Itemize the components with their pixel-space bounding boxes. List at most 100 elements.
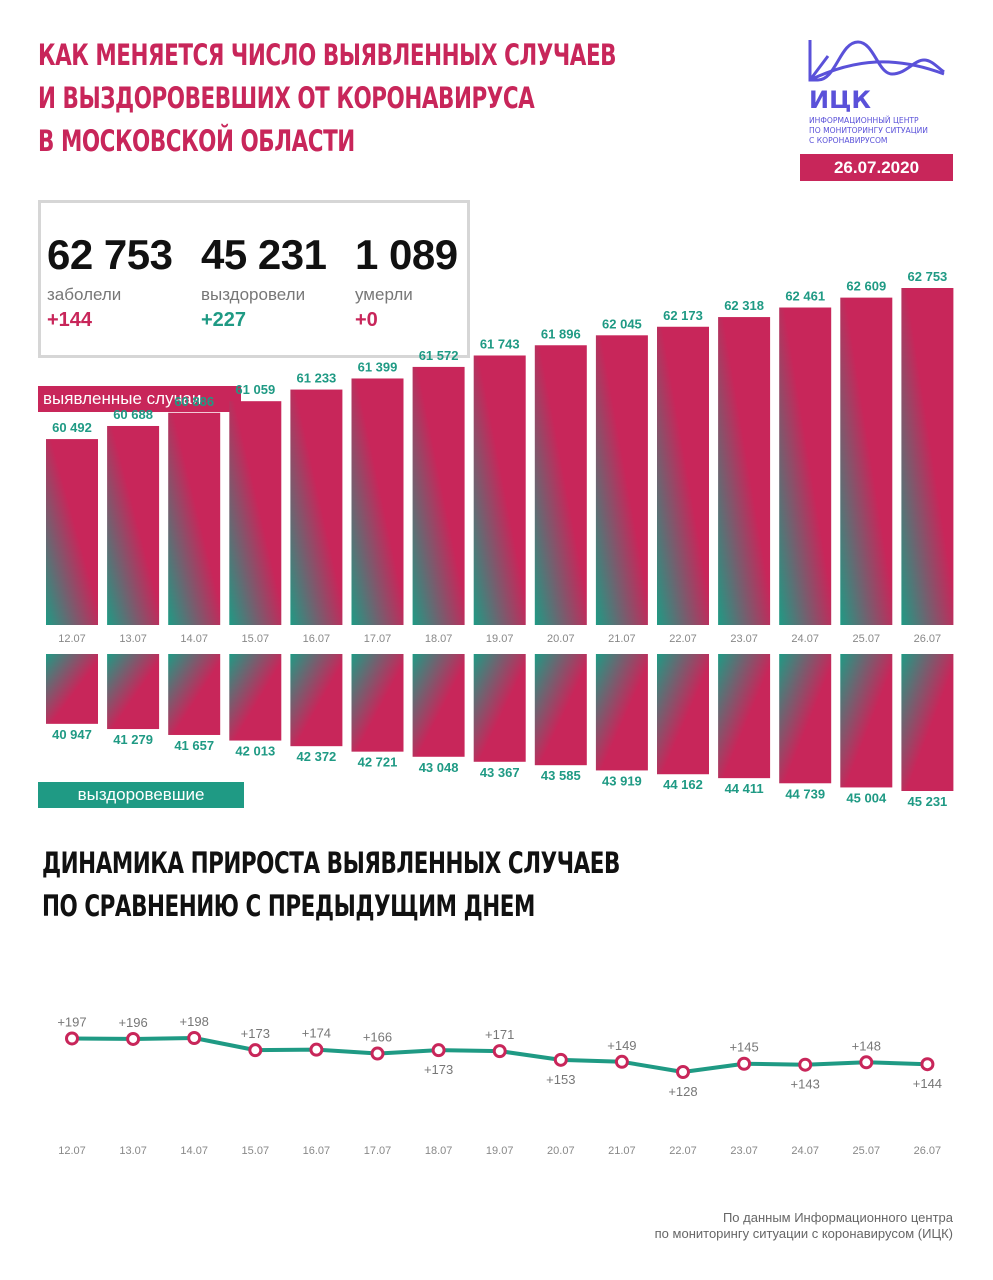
date-tick-label: 15.07 bbox=[242, 633, 270, 645]
cases-bar bbox=[718, 317, 771, 625]
growth-point-label: +145 bbox=[729, 1040, 758, 1055]
cases-bar bbox=[412, 366, 465, 625]
cases-bar bbox=[168, 412, 221, 625]
recovered-bar bbox=[840, 654, 893, 788]
cases-bar bbox=[229, 401, 282, 625]
growth-date-label: 19.07 bbox=[486, 1145, 514, 1157]
stat-died-value: 1 089 bbox=[355, 231, 458, 278]
title-line-2: И ВЫЗДОРОВЕВШИХ ОТ КОРОНАВИРУСА bbox=[38, 81, 535, 115]
growth-date-label: 21.07 bbox=[608, 1145, 636, 1157]
recovered-bar-chart: 40 947 41 279 41 657 42 013 42 372 42 721 43 0… bbox=[46, 654, 954, 809]
growth-point-label: +174 bbox=[302, 1026, 331, 1041]
cases-bar-label: 62 318 bbox=[724, 298, 764, 313]
recovered-bar bbox=[412, 654, 465, 757]
date-tick-label: 22.07 bbox=[669, 633, 697, 645]
recovered-bar-label: 43 585 bbox=[541, 768, 581, 783]
growth-point-label: +173 bbox=[241, 1026, 270, 1041]
cases-bar-label: 61 743 bbox=[480, 336, 520, 351]
cases-bar-label: 60 492 bbox=[52, 420, 92, 435]
recovered-bar bbox=[595, 654, 648, 771]
growth-point-label: +143 bbox=[791, 1077, 820, 1092]
stat-sick-value: 62 753 bbox=[47, 231, 173, 278]
recovered-bar-label: 45 231 bbox=[908, 794, 948, 809]
recovered-bar-label: 40 947 bbox=[52, 727, 92, 742]
cases-bar bbox=[107, 425, 160, 625]
growth-date-label: 15.07 bbox=[242, 1145, 270, 1157]
recovered-bar bbox=[901, 654, 954, 791]
recovered-bar bbox=[229, 654, 282, 741]
cases-bar-label: 61 399 bbox=[358, 359, 398, 374]
recovered-bar bbox=[290, 654, 343, 747]
recovered-bar-label: 43 919 bbox=[602, 773, 642, 788]
growth-date-label: 17.07 bbox=[364, 1145, 392, 1157]
cases-bar bbox=[351, 378, 404, 625]
growth-point bbox=[859, 1055, 874, 1070]
source-line: по мониторингу ситуации с коронавирусом … bbox=[654, 1226, 953, 1241]
logo-wave-icon bbox=[808, 40, 945, 82]
growth-point bbox=[798, 1057, 813, 1072]
growth-point-label: +197 bbox=[57, 1014, 86, 1029]
growth-point bbox=[492, 1044, 507, 1059]
growth-point bbox=[676, 1065, 690, 1079]
cases-bar bbox=[46, 439, 98, 625]
cases-bar-label: 62 045 bbox=[602, 316, 642, 331]
growth-chart-title: ДИНАМИКА ПРИРОСТА ВЫЯВЛЕННЫХ СЛУЧАЕВ ПО … bbox=[42, 842, 620, 928]
logo-description: ИНФОРМАЦИОННЫЙ ЦЕНТР ПО МОНИТОРИНГУ СИТУ… bbox=[809, 116, 959, 146]
recovered-bar-label: 42 013 bbox=[235, 744, 275, 759]
logo: ИЦК ИНФОРМАЦИОННЫЙ ЦЕНТР ПО МОНИТОРИНГУ … bbox=[806, 38, 956, 188]
growth-point-label: +149 bbox=[607, 1038, 636, 1053]
growth-point-label: +171 bbox=[485, 1027, 514, 1042]
cases-bar-label: 60 886 bbox=[174, 394, 214, 409]
recovered-bar-label: 44 411 bbox=[725, 781, 764, 796]
cases-bar bbox=[901, 288, 954, 625]
cases-bar-label: 62 609 bbox=[846, 279, 886, 294]
growth-date-label: 20.07 bbox=[547, 1145, 575, 1157]
date-tick-label: 25.07 bbox=[853, 633, 881, 645]
cases-bar-chart: 60 492 60 688 60 886 61 059 61 233 61 399 61 5… bbox=[46, 269, 954, 625]
recovered-bar-label: 41 657 bbox=[174, 738, 214, 753]
stat-recovered-label: выздоровели bbox=[201, 285, 306, 304]
cases-bar-label: 60 688 bbox=[113, 407, 153, 422]
recovered-bar bbox=[351, 654, 404, 752]
cases-bar bbox=[779, 307, 832, 625]
date-tick-label: 19.07 bbox=[486, 633, 514, 645]
recovered-bar bbox=[473, 654, 526, 762]
recovered-bar bbox=[718, 654, 771, 779]
recovered-bar-label: 41 279 bbox=[113, 732, 153, 747]
growth-point bbox=[737, 1056, 752, 1071]
cases-tag: выявленные случаи bbox=[38, 386, 241, 412]
date-axis: 12.07 13.07 14.07 15.07 16.07 17.07 18.07 19.07… bbox=[58, 633, 941, 645]
date-tick-label: 18.07 bbox=[425, 633, 453, 645]
growth-date-label: 26.07 bbox=[914, 1145, 942, 1157]
cases-bar bbox=[657, 326, 709, 625]
growth-point bbox=[187, 1031, 202, 1045]
growth-point bbox=[614, 1054, 629, 1069]
page-title: КАК МЕНЯЕТСЯ ЧИСЛО ВЫЯВЛЕННЫХ СЛУЧАЕВ И … bbox=[38, 34, 617, 163]
growth-date-label: 24.07 bbox=[791, 1145, 819, 1157]
logo-abbr: ИЦК bbox=[809, 86, 871, 114]
cases-bar-label: 61 896 bbox=[541, 326, 581, 341]
growth-date-label: 14.07 bbox=[180, 1145, 208, 1157]
growth-title-line-1: ДИНАМИКА ПРИРОСТА ВЫЯВЛЕННЫХ СЛУЧАЕВ bbox=[42, 846, 620, 880]
recovered-bar-label: 45 004 bbox=[846, 790, 887, 805]
recovered-bar bbox=[168, 654, 221, 735]
recovered-bar-label: 43 367 bbox=[480, 765, 520, 780]
recovered-bar-label: 44 162 bbox=[663, 777, 703, 792]
recovered-tag: выздоровевшие bbox=[38, 782, 244, 808]
growth-date-label: 23.07 bbox=[730, 1145, 758, 1157]
date-tick-label: 16.07 bbox=[303, 633, 331, 645]
stat-recovered-value: 45 231 bbox=[201, 231, 327, 278]
growth-date-label: 22.07 bbox=[669, 1145, 697, 1157]
cases-bar-label: 62 753 bbox=[908, 269, 948, 284]
recovered-bar-label: 42 721 bbox=[358, 755, 398, 770]
logo-desc-line: С КОРОНАВИРУСОМ bbox=[809, 136, 888, 145]
cases-bar bbox=[840, 297, 893, 625]
date-tick-label: 24.07 bbox=[791, 633, 819, 645]
source-note: По данным Информационного центра по мони… bbox=[655, 1210, 953, 1242]
recovered-bar-label: 43 048 bbox=[419, 760, 459, 775]
growth-point-label: +144 bbox=[913, 1076, 942, 1091]
growth-point-label: +196 bbox=[118, 1015, 147, 1030]
growth-point-label: +128 bbox=[668, 1084, 697, 1099]
cases-bar bbox=[473, 355, 526, 625]
